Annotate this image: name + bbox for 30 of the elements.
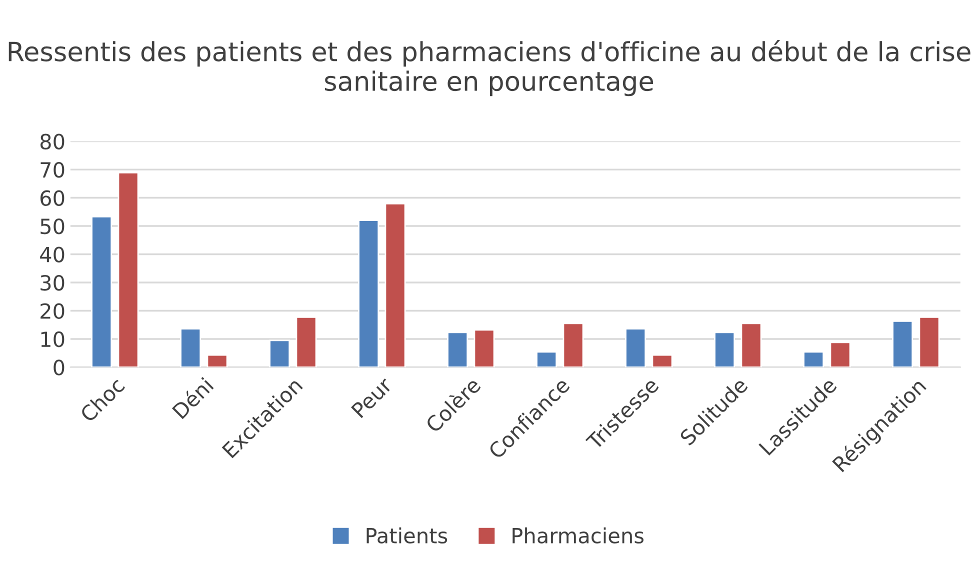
bar — [269, 340, 290, 368]
bar — [652, 354, 673, 368]
chart-title: Ressentis des patients et des pharmaciens d'officine au début de la crise sanitaire en pourcentage — [8, 40, 970, 96]
bar — [714, 332, 736, 368]
bar — [118, 172, 139, 368]
y-tick-label: 60 — [40, 190, 64, 206]
y-tick-label: 50 — [40, 218, 64, 234]
bar — [384, 203, 406, 368]
y-tick-label: 40 — [40, 246, 64, 262]
bar — [830, 342, 851, 368]
y-tick-label: 30 — [40, 274, 64, 291]
y-tick-label: 10 — [41, 331, 64, 348]
legend-label: Patients — [366, 527, 448, 544]
y-tick-label: 70 — [40, 162, 64, 178]
bar — [180, 328, 202, 368]
bar — [447, 332, 468, 368]
bar — [474, 329, 495, 368]
bar — [740, 322, 762, 368]
bar — [536, 351, 558, 368]
bar — [296, 316, 317, 368]
bar — [803, 351, 824, 368]
bar — [562, 322, 584, 368]
y-tick-label: 80 — [40, 134, 64, 150]
y-tick-label: 20 — [40, 303, 64, 319]
y-tick-label: 0 — [54, 360, 64, 376]
bar — [206, 354, 228, 368]
bar — [625, 328, 646, 368]
bar — [358, 220, 380, 368]
bar — [91, 216, 112, 368]
legend-label: Pharmaciens — [512, 527, 644, 544]
